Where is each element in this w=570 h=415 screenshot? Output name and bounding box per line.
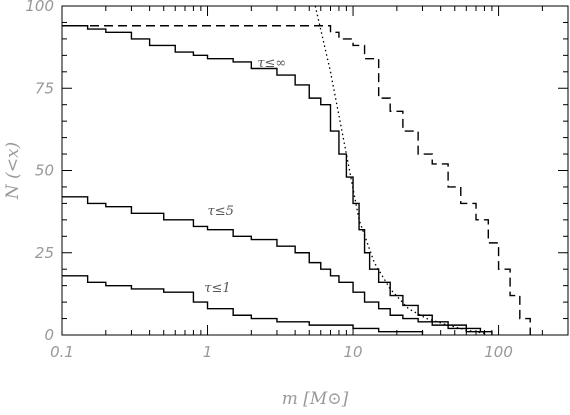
- x-tick-label: 100: [484, 343, 513, 361]
- x-axis-label: m [M⊙]: [282, 389, 349, 409]
- y-tick-label: 0: [44, 326, 54, 344]
- x-tick-label: 0.1: [50, 343, 74, 361]
- series-label-tau-1: τ≤1: [204, 281, 230, 296]
- series-line-solid-2: [62, 275, 424, 335]
- series-line-dotted-4: [314, 5, 485, 334]
- series-label-tau-5: τ≤5: [208, 204, 234, 219]
- y-tick-label: 75: [35, 79, 54, 97]
- series-line-solid-1: [62, 196, 486, 335]
- y-tick-label: 50: [35, 162, 54, 180]
- x-tick-label: 1: [203, 343, 213, 361]
- y-tick-label: 100: [25, 0, 54, 15]
- axis-ticks: [61, 5, 569, 336]
- tick-labels: 0.1 1 10 100 0 25 50 75 100: [25, 0, 513, 361]
- series-layer: [62, 5, 531, 335]
- y-tick-label: 25: [35, 244, 54, 262]
- y-axis-label: N (<x): [3, 142, 23, 200]
- series-label-tau-inf: τ≤∞: [257, 56, 286, 71]
- series-line-solid-0: [62, 25, 493, 335]
- plot-frame: [61, 5, 569, 336]
- x-tick-label: 10: [343, 343, 362, 361]
